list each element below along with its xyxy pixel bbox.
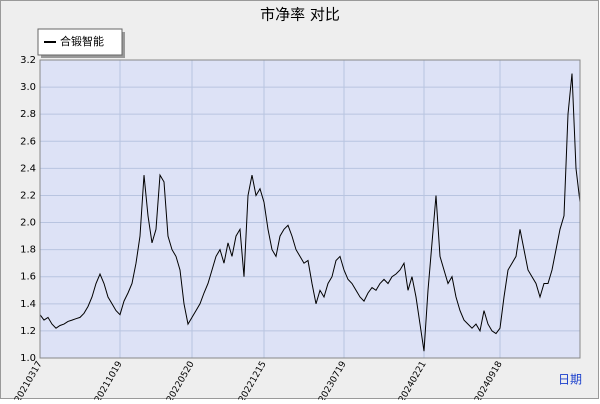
legend: 合锻智能 <box>37 28 125 58</box>
chart-title: 市净率 对比 <box>260 6 340 24</box>
line-series <box>39 73 581 352</box>
legend-label: 合锻智能 <box>60 34 104 48</box>
y-tick-label: 1.6 <box>20 272 36 283</box>
x-axis-label: 日期 <box>558 373 582 387</box>
y-tick-label: 2.2 <box>20 190 36 201</box>
y-tick-label: 1.8 <box>20 245 36 256</box>
y-tick-label: 3.0 <box>20 82 36 93</box>
y-tick-label: 2.4 <box>20 163 36 174</box>
plot-border <box>39 59 581 359</box>
y-tick-label: 2.6 <box>20 136 36 147</box>
y-tick-label: 1.2 <box>20 326 36 337</box>
y-tick-label: 3.2 <box>20 55 36 66</box>
y-tick-label: 2.0 <box>20 218 36 229</box>
plot-area <box>39 59 581 359</box>
y-tick-label: 1.0 <box>20 353 36 364</box>
y-tick-label: 1.4 <box>20 299 36 310</box>
y-tick-label: 2.8 <box>20 109 36 120</box>
